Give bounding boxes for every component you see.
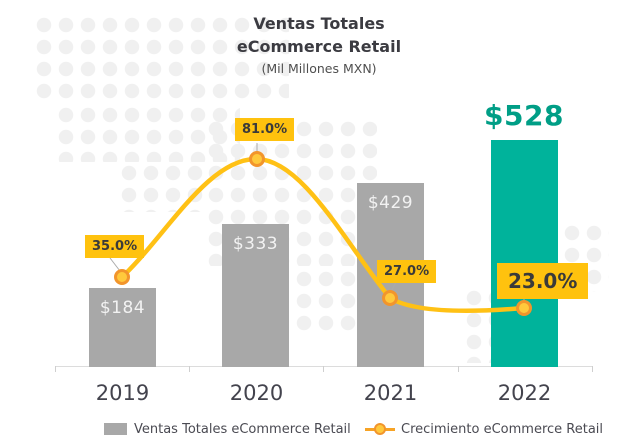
background-dots (293, 268, 361, 334)
growth-label-2019: 35.0% (85, 235, 145, 258)
bar-value-label: $429 (367, 193, 414, 213)
background-dots (33, 14, 289, 104)
legend-item-bars: Ventas Totales eCommerce Retail (104, 419, 351, 439)
axis-tick (458, 366, 459, 372)
legend-item-line: Crecimiento eCommerce Retail (365, 419, 603, 439)
axis-tick (592, 366, 593, 372)
bar-2022-highlight (491, 140, 558, 367)
bar-value-label: $184 (99, 298, 146, 318)
growth-label-2021: 27.0% (377, 260, 437, 283)
chart-header: Ventas Totales eCommerce Retail (Mil Mil… (0, 12, 638, 76)
background-dots (463, 287, 493, 363)
bar-value-label: $333 (232, 234, 279, 254)
x-axis-label-2022: 2022 (497, 381, 552, 405)
x-axis-label-2020: 2020 (229, 381, 284, 405)
background-dots (118, 162, 210, 212)
growth-label-2022: 23.0% (497, 263, 589, 299)
x-axis-label-2021: 2021 (363, 381, 418, 405)
legend-label: Ventas Totales eCommerce Retail (134, 421, 351, 437)
axis-tick (189, 366, 190, 372)
legend-line-dot-icon (365, 422, 395, 435)
chart-subtitle: (Mil Millones MXN) (261, 61, 377, 76)
legend: Ventas Totales eCommerce Retail Crecimie… (0, 419, 638, 439)
axis-tick (55, 366, 56, 372)
bar-2020: $333 (222, 224, 289, 367)
highlight-value-label: $528 (484, 99, 564, 132)
axis-tick (323, 366, 324, 372)
legend-bar-swatch-icon (104, 423, 127, 435)
growth-label-2020: 81.0% (235, 118, 295, 141)
chart-title-line2: eCommerce Retail (236, 37, 402, 56)
bar-2019: $184 (89, 288, 156, 367)
legend-label: Crecimiento eCommerce Retail (401, 421, 604, 437)
line-marker-2019 (114, 269, 130, 285)
x-axis-label-2019: 2019 (95, 381, 150, 405)
chart-title-line1: Ventas Totales (253, 14, 385, 33)
label-connector-2019 (109, 257, 121, 272)
